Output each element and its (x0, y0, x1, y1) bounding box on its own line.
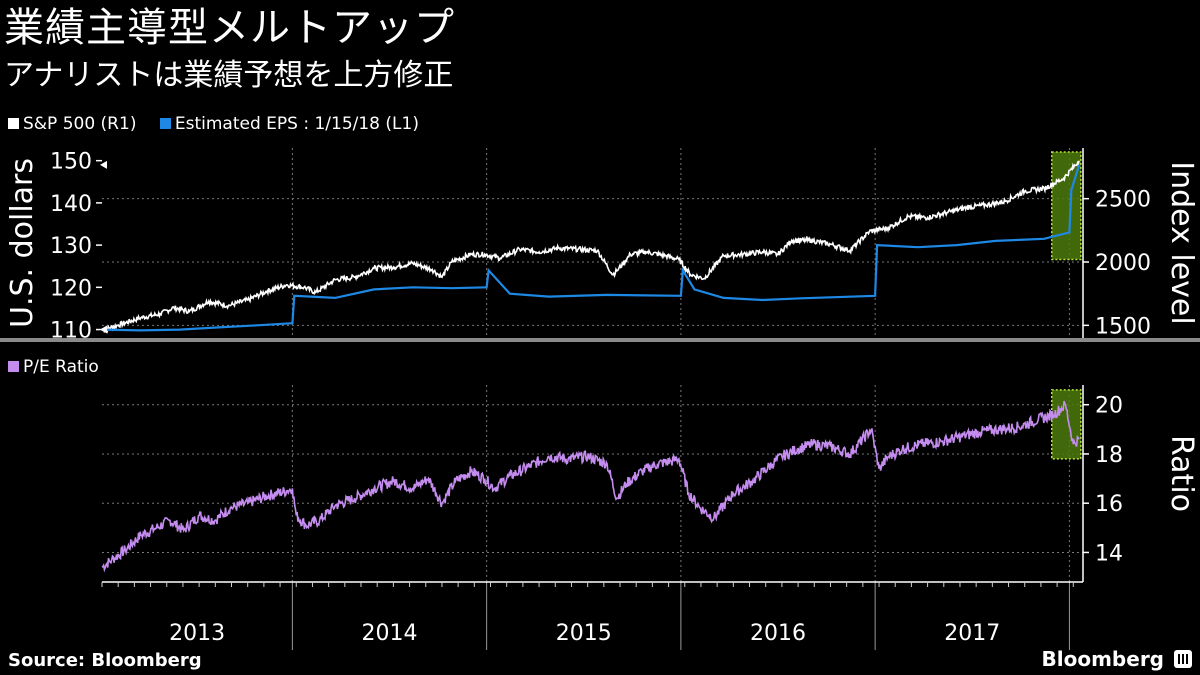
x-axis-year-label: 2013 (169, 621, 225, 646)
series-layer (101, 160, 1081, 573)
legend-label-pe: P/E Ratio (23, 357, 99, 377)
left-axis-tick-label: 140 (50, 192, 92, 217)
source-note: Source: Bloomberg (8, 650, 202, 671)
legend-item-eps: Estimated EPS : 1/15/18 (L1) (159, 114, 419, 134)
left-axis-title: U.S. dollars (5, 158, 40, 328)
legend-item-sp500: S&P 500 (R1) (8, 114, 136, 134)
right-axis-tick-label: 18 (1095, 443, 1123, 468)
series-line-eps (101, 164, 1081, 332)
highlight-layer (1050, 151, 1082, 460)
series-line-sp500 (101, 160, 1080, 334)
page-subtitle: アナリストは業績予想を上方修正 (4, 58, 454, 93)
right-axis-title: Index level (1164, 161, 1199, 324)
left-axis-current-marker (100, 160, 107, 169)
x-axis-year-label: 2014 (362, 621, 418, 646)
legend-swatch-eps (159, 118, 171, 129)
right-axis-tick-label: 2000 (1095, 251, 1151, 276)
bottom-legend: P/E Ratio (8, 357, 117, 377)
right-axis-tick-label: 2500 (1095, 188, 1151, 213)
x-axis-year-label: 2016 (750, 621, 806, 646)
highlight-box (1050, 151, 1082, 261)
left-axis-tick-label: 120 (50, 276, 92, 301)
bloomberg-icon (1174, 650, 1192, 668)
legend-swatch-sp500 (8, 118, 19, 129)
left-axis-tick-label: 150 (50, 150, 92, 175)
right-axis-tick-label: 16 (1095, 492, 1123, 517)
grid-layer (102, 148, 1083, 650)
series-line-pe (101, 400, 1080, 573)
highlight-box (1050, 389, 1082, 460)
left-axis-tick-label: 130 (50, 234, 92, 259)
legend-swatch-pe (8, 361, 19, 372)
ratio-axis-title: Ratio (1164, 435, 1199, 512)
right-axis-tick-label: 20 (1095, 394, 1123, 419)
x-axis-year-label: 2015 (556, 621, 612, 646)
left-axis-start-marker (100, 325, 107, 334)
legend-label-eps: Estimated EPS : 1/15/18 (L1) (174, 114, 419, 134)
right-axis-tick-label: 1500 (1095, 314, 1151, 339)
top-legend: S&P 500 (R1) Estimated EPS : 1/15/18 (L1… (8, 114, 437, 134)
right-axis-tick-label: 14 (1095, 541, 1123, 566)
x-axis-year-label: 2017 (944, 621, 1000, 646)
legend-item-pe: P/E Ratio (8, 357, 99, 377)
legend-label-sp500: S&P 500 (R1) (23, 114, 137, 134)
page-title: 業績主導型メルトアップ (4, 5, 455, 51)
brand-logo-text: Bloomberg (1041, 647, 1164, 671)
